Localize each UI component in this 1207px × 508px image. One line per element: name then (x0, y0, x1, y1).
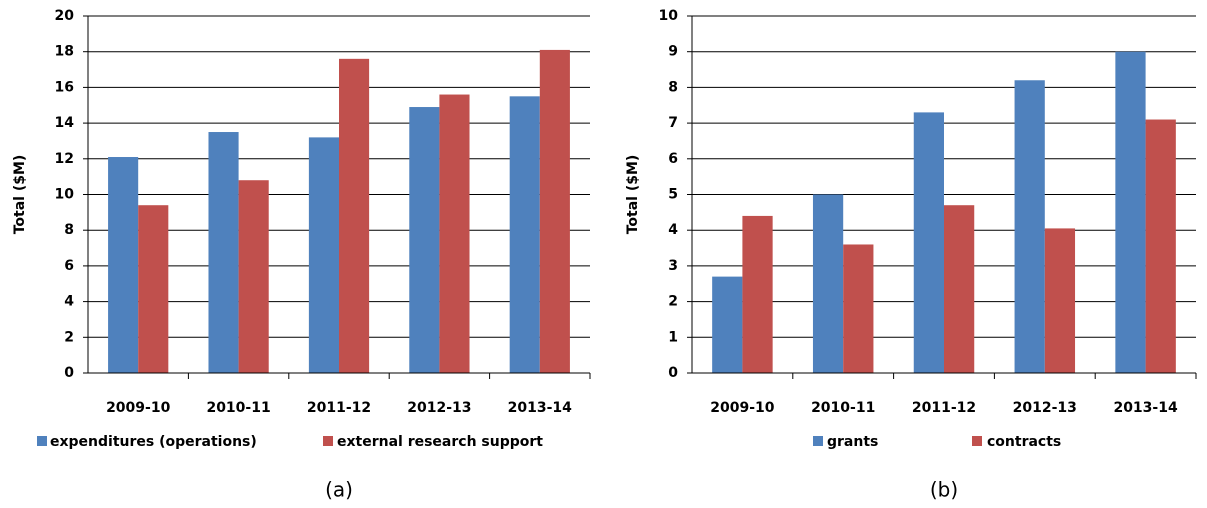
bar (339, 58, 370, 374)
y-tick-label: 16 (55, 79, 74, 95)
y-tick-label: 20 (55, 8, 75, 24)
bar (138, 205, 169, 373)
y-tick-label: 6 (668, 151, 678, 167)
x-tick-label: 2012-13 (1013, 400, 1077, 416)
legend-swatch (37, 436, 47, 446)
x-tick-label: 2012-13 (407, 400, 471, 416)
bar (1044, 228, 1076, 373)
legend-label: expenditures (operations) (50, 434, 257, 450)
legend-label: contracts (987, 434, 1061, 450)
y-tick-label: 12 (55, 151, 74, 167)
legend-swatch (813, 436, 823, 446)
y-tick-label: 9 (668, 44, 678, 60)
y-tick-label: 10 (55, 187, 75, 203)
bar (1014, 80, 1045, 373)
bar (843, 244, 874, 373)
y-tick-label: 0 (668, 365, 678, 381)
bar (712, 276, 743, 373)
legend-swatch (972, 436, 982, 446)
caption: (a) (325, 478, 353, 502)
x-tick-label: 2009-10 (710, 400, 775, 416)
y-tick-label: 2 (668, 294, 678, 310)
bar (308, 137, 339, 373)
x-tick-label: 2010-11 (206, 400, 270, 416)
y-tick-label: 8 (668, 79, 678, 95)
bar (812, 194, 844, 373)
y-tick-label: 0 (64, 365, 74, 381)
y-tick-label: 10 (659, 8, 679, 24)
y-tick-label: 5 (668, 187, 678, 203)
bar (108, 157, 139, 373)
bar (509, 96, 540, 373)
legend-label: grants (827, 434, 878, 450)
bar (742, 215, 773, 373)
legend-swatch (323, 436, 333, 446)
x-tick-label: 2013-14 (508, 400, 573, 416)
y-tick-label: 1 (668, 329, 678, 345)
bar (238, 180, 269, 373)
x-tick-label: 2009-10 (106, 400, 171, 416)
bar (913, 112, 944, 373)
y-tick-label: 3 (668, 258, 678, 274)
y-axis-label: Total ($M) (625, 155, 641, 235)
y-tick-label: 18 (55, 44, 74, 60)
legend-label: external research support (337, 434, 543, 450)
x-tick-label: 2013-14 (1113, 400, 1178, 416)
x-tick-label: 2011-12 (912, 400, 976, 416)
x-tick-label: 2010-11 (811, 400, 875, 416)
bar (439, 94, 470, 373)
y-tick-label: 8 (64, 222, 74, 238)
y-axis-label: Total ($M) (12, 155, 28, 235)
bar (1115, 51, 1146, 373)
bar (539, 49, 570, 373)
y-tick-label: 2 (64, 329, 74, 345)
x-tick-label: 2011-12 (307, 400, 371, 416)
y-tick-label: 14 (55, 115, 75, 131)
bar (944, 205, 975, 373)
y-tick-label: 7 (668, 115, 678, 131)
bar (208, 132, 239, 373)
y-tick-label: 4 (668, 222, 678, 238)
bar (409, 107, 440, 373)
caption: (b) (930, 478, 958, 502)
y-tick-label: 6 (64, 258, 74, 274)
y-tick-label: 4 (64, 294, 74, 310)
bar (1145, 119, 1176, 373)
